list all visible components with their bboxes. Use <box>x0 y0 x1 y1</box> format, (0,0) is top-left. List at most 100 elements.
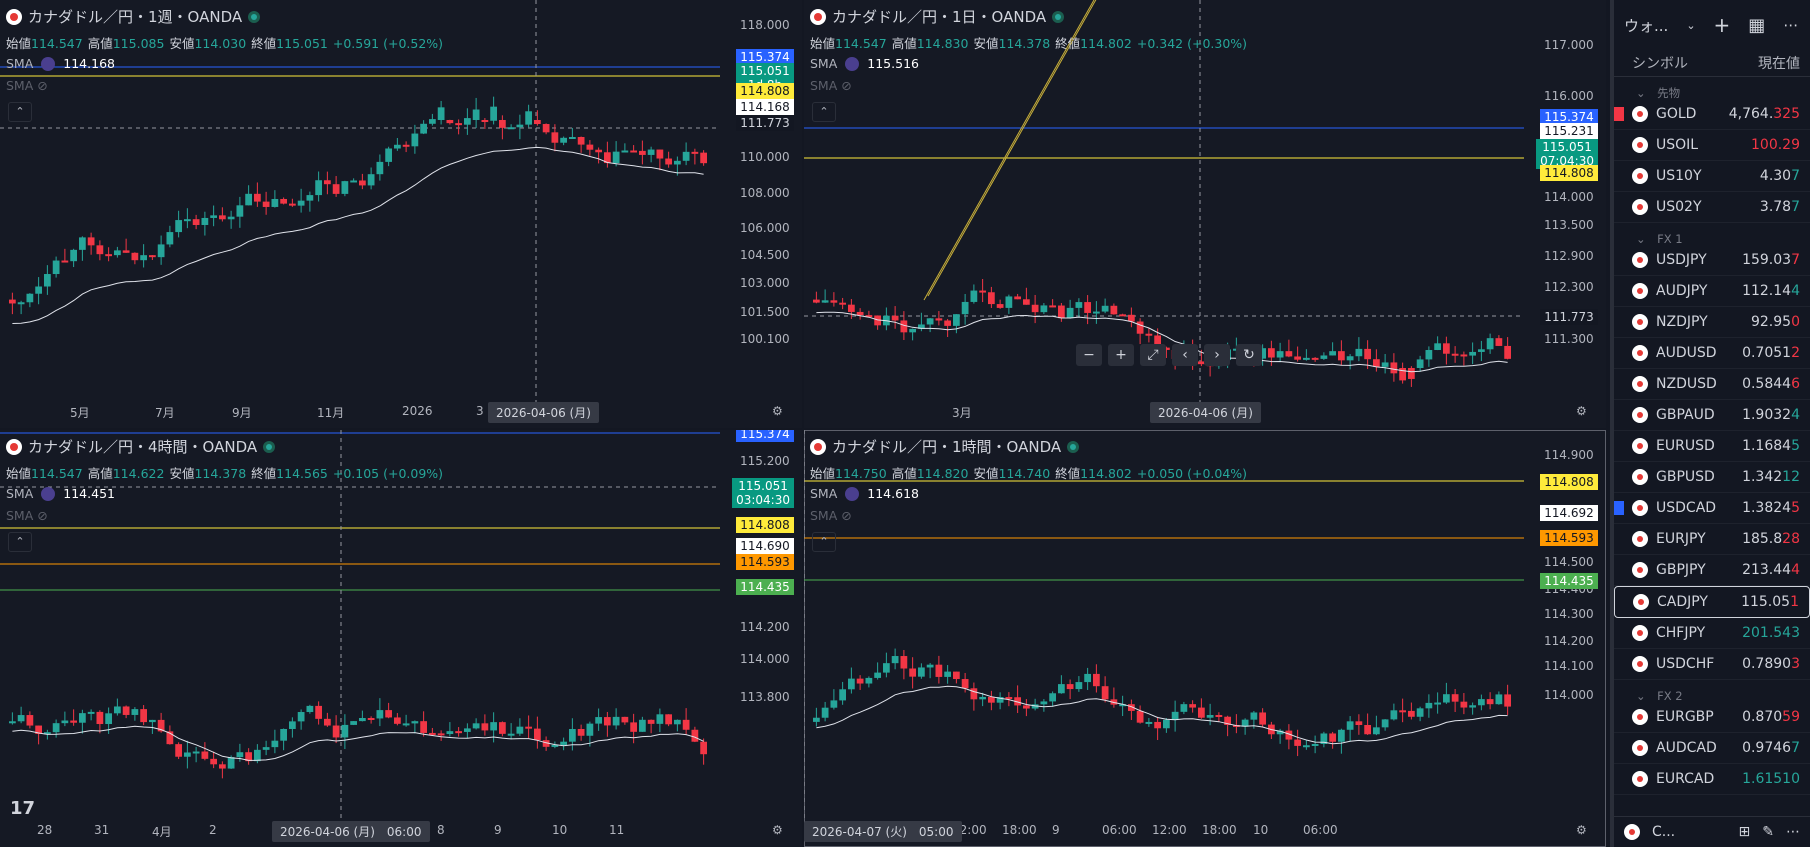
chart-pane-daily[interactable]: カナダドル／円・1日・OANDA 始値114.547 高値114.830 安値114.… <box>804 0 1606 428</box>
symbol-icon <box>1632 740 1648 756</box>
layout-icon[interactable]: ⊞ <box>1738 824 1751 840</box>
watchlist-row[interactable]: NZDJPY 92.95 0 <box>1614 307 1810 338</box>
watchlist-row[interactable]: USDCHF 0.7890 3 <box>1614 649 1810 680</box>
watchlist-row[interactable]: EURUSD 1.1684 5 <box>1614 431 1810 462</box>
chart-header[interactable]: カナダドル／円・1日・OANDA <box>810 6 1065 27</box>
watchlist-row[interactable]: NZDUSD 0.5844 6 <box>1614 369 1810 400</box>
sma-hidden-legend[interactable]: SMA ⊘ <box>810 508 852 523</box>
sma-legend[interactable]: SMA 114.168 <box>6 56 115 71</box>
watchlist-row[interactable]: EURGBP 0.870 59 <box>1614 702 1810 733</box>
watchlist-section[interactable]: ⌄ 先物 <box>1614 77 1810 100</box>
chevron-down-icon[interactable]: ⌄ <box>1686 18 1696 32</box>
sma-legend[interactable]: SMA 115.516 <box>810 56 919 71</box>
symbol-price-tail: 201.543 <box>1742 625 1800 641</box>
zoom-out-button[interactable]: − <box>1076 344 1102 366</box>
flag-marker-icon[interactable] <box>1614 107 1624 121</box>
chart-pane-weekly[interactable]: カナダドル／円・1週・OANDA 始値114.547 高値115.085 安値114.… <box>0 0 802 428</box>
settings-icon[interactable]: ⚙ <box>772 823 783 837</box>
watchlist-row[interactable]: EURCAD 1.61510 <box>1614 764 1810 795</box>
tradingview-logo[interactable]: 17 <box>10 798 36 819</box>
collapse-legend-button[interactable]: ⌃ <box>812 532 836 552</box>
settings-icon[interactable]: ⚙ <box>1576 404 1587 418</box>
ohlc-label: 高値 <box>891 36 917 51</box>
add-symbol-icon[interactable]: + <box>1713 13 1731 37</box>
chevron-down-icon[interactable]: ⌄ <box>1636 232 1646 246</box>
chart-pane-1h[interactable]: カナダドル／円・1時間・OANDA 始値114.750 高値114.820 安値114… <box>804 430 1606 847</box>
calculator-icon[interactable]: ▦ <box>1748 14 1766 36</box>
chart-title[interactable]: カナダドル／円・1週・OANDA <box>28 8 243 26</box>
price-label: 115.374 <box>1540 109 1598 125</box>
eye-off-icon[interactable]: ⊘ <box>841 508 852 523</box>
indicator-settings-icon[interactable] <box>845 486 860 501</box>
chart-title[interactable]: カナダドル／円・4時間・OANDA <box>28 438 258 456</box>
edit-icon[interactable]: ✎ <box>1762 824 1774 840</box>
watchlist-row[interactable]: GBPAUD 1.9032 4 <box>1614 400 1810 431</box>
sma-legend[interactable]: SMA 114.618 <box>810 486 919 501</box>
sma-legend[interactable]: SMA 114.451 <box>6 486 115 501</box>
watchlist-row[interactable]: GOLD 4,764. 325 <box>1614 99 1810 130</box>
chart-title[interactable]: カナダドル／円・1日・OANDA <box>832 8 1047 26</box>
watchlist-section[interactable]: ⌄ FX 1 <box>1614 223 1810 246</box>
chevron-down-icon[interactable]: ⌄ <box>1636 86 1646 100</box>
column-price[interactable]: 現在値 <box>1758 56 1800 72</box>
settings-icon[interactable]: ⚙ <box>1576 823 1587 837</box>
column-symbol[interactable]: シンボル <box>1632 56 1688 72</box>
candle <box>674 719 681 725</box>
chart-header[interactable]: カナダドル／円・4時間・OANDA <box>6 436 276 457</box>
watchlist-row[interactable]: USOIL 100.29 <box>1614 130 1810 161</box>
chart-canvas[interactable] <box>804 0 1606 428</box>
footer-symbol[interactable]: C... <box>1652 824 1676 840</box>
watchlist-section[interactable]: ⌄ FX 2 <box>1614 680 1810 703</box>
settings-icon[interactable]: ⚙ <box>772 404 783 418</box>
watchlist-title[interactable]: ウォ... <box>1624 16 1669 35</box>
chart-header[interactable]: カナダドル／円・1時間・OANDA <box>810 436 1080 457</box>
watchlist-row[interactable]: EURJPY 185.8 28 <box>1614 524 1810 555</box>
candle <box>647 149 655 155</box>
candle <box>1101 305 1109 312</box>
watchlist-row[interactable]: US10Y 4.30 7 <box>1614 161 1810 192</box>
indicator-settings-icon[interactable] <box>845 56 860 71</box>
chart-title[interactable]: カナダドル／円・1時間・OANDA <box>832 438 1062 456</box>
eye-off-icon[interactable]: ⊘ <box>37 508 48 523</box>
collapse-legend-button[interactable]: ⌃ <box>8 532 32 552</box>
reset-view-button[interactable]: ↻ <box>1236 344 1262 366</box>
scroll-right-button[interactable]: › <box>1204 344 1230 366</box>
ohlc-label: 終値 <box>1055 36 1081 51</box>
watchlist-row[interactable]: US02Y 3.78 7 <box>1614 192 1810 223</box>
more-icon[interactable]: ⋯ <box>1786 824 1800 840</box>
watchlist-row[interactable]: GBPUSD 1.342 12 <box>1614 462 1810 493</box>
collapse-legend-button[interactable]: ⌃ <box>812 102 836 122</box>
watchlist-row[interactable]: USDJPY 159.03 7 <box>1614 245 1810 276</box>
watchlist-row[interactable]: GBPJPY 213.44 4 <box>1614 555 1810 586</box>
eye-off-icon[interactable]: ⊘ <box>841 78 852 93</box>
watchlist-row[interactable]: CADJPY 115.05 1 <box>1614 586 1810 618</box>
more-icon[interactable]: ⋯ <box>1783 16 1799 34</box>
collapse-legend-button[interactable]: ⌃ <box>8 102 32 122</box>
indicator-settings-icon[interactable] <box>41 486 56 501</box>
watchlist-row[interactable]: AUDUSD 0.7051 2 <box>1614 338 1810 369</box>
sma-hidden-legend[interactable]: SMA ⊘ <box>6 508 48 523</box>
price-label-value: 114.435 <box>740 580 790 594</box>
candle <box>289 203 296 206</box>
chart-canvas[interactable] <box>0 0 802 428</box>
watchlist-row[interactable]: AUDCAD 0.9746 7 <box>1614 733 1810 764</box>
chart-canvas[interactable] <box>0 430 802 847</box>
indicator-settings-icon[interactable] <box>41 56 56 71</box>
chart-header[interactable]: カナダドル／円・1週・OANDA <box>6 6 261 27</box>
zoom-in-button[interactable]: + <box>1108 344 1134 366</box>
ohlc-value: 114.740 <box>998 466 1051 481</box>
scroll-left-button[interactable]: ‹ <box>1172 344 1198 366</box>
candle <box>1014 697 1021 706</box>
watchlist-row[interactable]: USDCAD 1.3824 5 <box>1614 493 1810 524</box>
watchlist-row[interactable]: AUDJPY 112.14 4 <box>1614 276 1810 307</box>
chart-pane-4h[interactable]: カナダドル／円・4時間・OANDA 始値114.547 高値114.622 安値114… <box>0 430 802 847</box>
sma-hidden-legend[interactable]: SMA ⊘ <box>810 78 852 93</box>
sma-hidden-legend[interactable]: SMA ⊘ <box>6 78 48 93</box>
watchlist-row[interactable]: CHFJPY 201.543 <box>1614 618 1810 649</box>
eye-off-icon[interactable]: ⊘ <box>37 78 48 93</box>
chevron-down-icon[interactable]: ⌄ <box>1636 689 1646 703</box>
flag-marker-icon[interactable] <box>1614 501 1624 515</box>
chart-canvas[interactable] <box>804 430 1606 847</box>
fullscreen-button[interactable]: ⤢ <box>1140 344 1166 366</box>
candle <box>1478 699 1485 706</box>
